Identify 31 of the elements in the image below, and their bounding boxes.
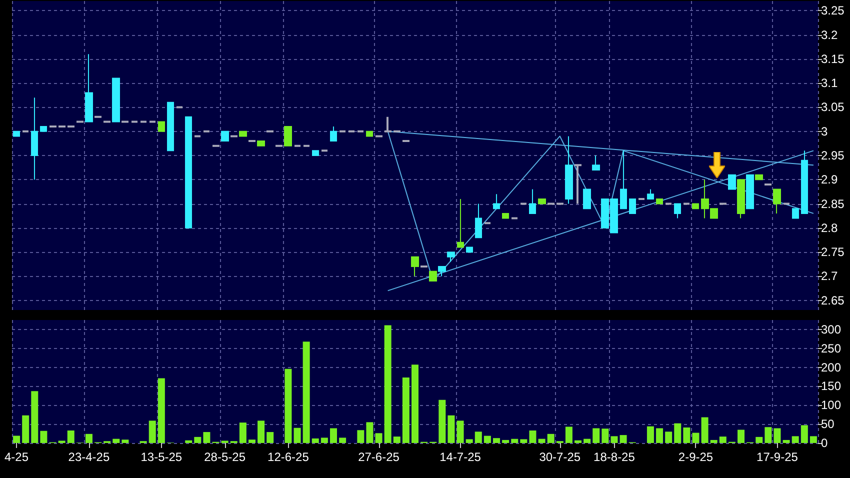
- y-tick-label: 150: [821, 379, 842, 394]
- y-tick-label: 3: [821, 124, 828, 138]
- y-tick-label: 3.25: [821, 4, 845, 18]
- y-tick-label: 3.1: [821, 76, 838, 90]
- y-tick-label: 2.85: [821, 196, 845, 211]
- x-tick-label: 30-7-25: [539, 450, 581, 464]
- y-tick-label: 2.7: [821, 269, 838, 284]
- y-tick-label: 50: [821, 417, 835, 432]
- x-tick-label: 13-5-25: [140, 450, 182, 464]
- y-tick-label: 300: [821, 322, 842, 336]
- x-tick-label: 12-6-25: [268, 450, 310, 464]
- x-tick-label: 18-8-25: [594, 450, 636, 464]
- y-tick-label: 2.95: [821, 148, 845, 162]
- x-tick-label: 14-7-25: [440, 450, 482, 464]
- y-tick-label: 2.65: [821, 293, 845, 308]
- y-tick-label: 3.15: [821, 52, 845, 66]
- y-tick-label: 2.9: [821, 172, 838, 187]
- y-tick-label: 3.2: [821, 28, 838, 42]
- x-tick-label: 27-6-25: [358, 450, 400, 464]
- y-tick-label: 2.75: [821, 245, 845, 260]
- y-tick-label: 3.05: [821, 100, 845, 114]
- y-tick-label: 100: [821, 398, 842, 412]
- y-tick-label: 2.8: [821, 220, 838, 235]
- y-tick-label: 250: [821, 341, 842, 356]
- y-tick-label: 200: [821, 360, 842, 374]
- x-tick-label: 4-25: [4, 450, 29, 464]
- x-tick-label: 28-5-25: [204, 450, 246, 464]
- x-tick-label: 23-4-25: [68, 450, 110, 464]
- x-tick-label: 17-9-25: [756, 450, 798, 464]
- x-tick-label: 2-9-25: [678, 450, 714, 464]
- y-tick-label: 0: [821, 436, 828, 450]
